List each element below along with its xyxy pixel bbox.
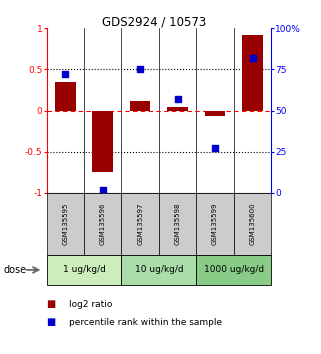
Point	[138, 67, 143, 72]
Bar	[234, 193, 271, 255]
Text: ■: ■	[47, 299, 56, 309]
Bar	[242, 35, 263, 111]
Text: GSM135599: GSM135599	[212, 202, 218, 245]
Bar	[121, 193, 159, 255]
Text: 10 ug/kg/d: 10 ug/kg/d	[134, 266, 183, 274]
Text: percentile rank within the sample: percentile rank within the sample	[69, 318, 222, 327]
Text: log2 ratio: log2 ratio	[69, 300, 112, 309]
Point	[63, 72, 68, 77]
Text: GSM135600: GSM135600	[249, 202, 256, 245]
Bar	[159, 193, 196, 255]
Point	[175, 96, 180, 102]
Point	[250, 55, 255, 61]
Bar	[84, 193, 121, 255]
Point	[100, 187, 105, 193]
Bar	[130, 101, 151, 111]
Bar	[205, 111, 225, 116]
Text: 1 ug/kg/d: 1 ug/kg/d	[63, 266, 105, 274]
Text: GSM135596: GSM135596	[100, 202, 106, 245]
Text: GSM135597: GSM135597	[137, 202, 143, 245]
Text: GSM135595: GSM135595	[62, 203, 68, 245]
Bar	[47, 193, 84, 255]
Text: dose: dose	[3, 265, 26, 275]
Bar	[121, 255, 196, 285]
Bar	[167, 107, 188, 111]
Point	[213, 145, 218, 151]
Bar	[196, 255, 271, 285]
Text: ■: ■	[47, 317, 56, 327]
Text: GSM135598: GSM135598	[175, 202, 181, 245]
Bar	[92, 111, 113, 172]
Bar	[47, 255, 121, 285]
Text: 1000 ug/kg/d: 1000 ug/kg/d	[204, 266, 264, 274]
Bar	[55, 82, 75, 111]
Text: GDS2924 / 10573: GDS2924 / 10573	[102, 16, 206, 29]
Bar	[196, 193, 234, 255]
